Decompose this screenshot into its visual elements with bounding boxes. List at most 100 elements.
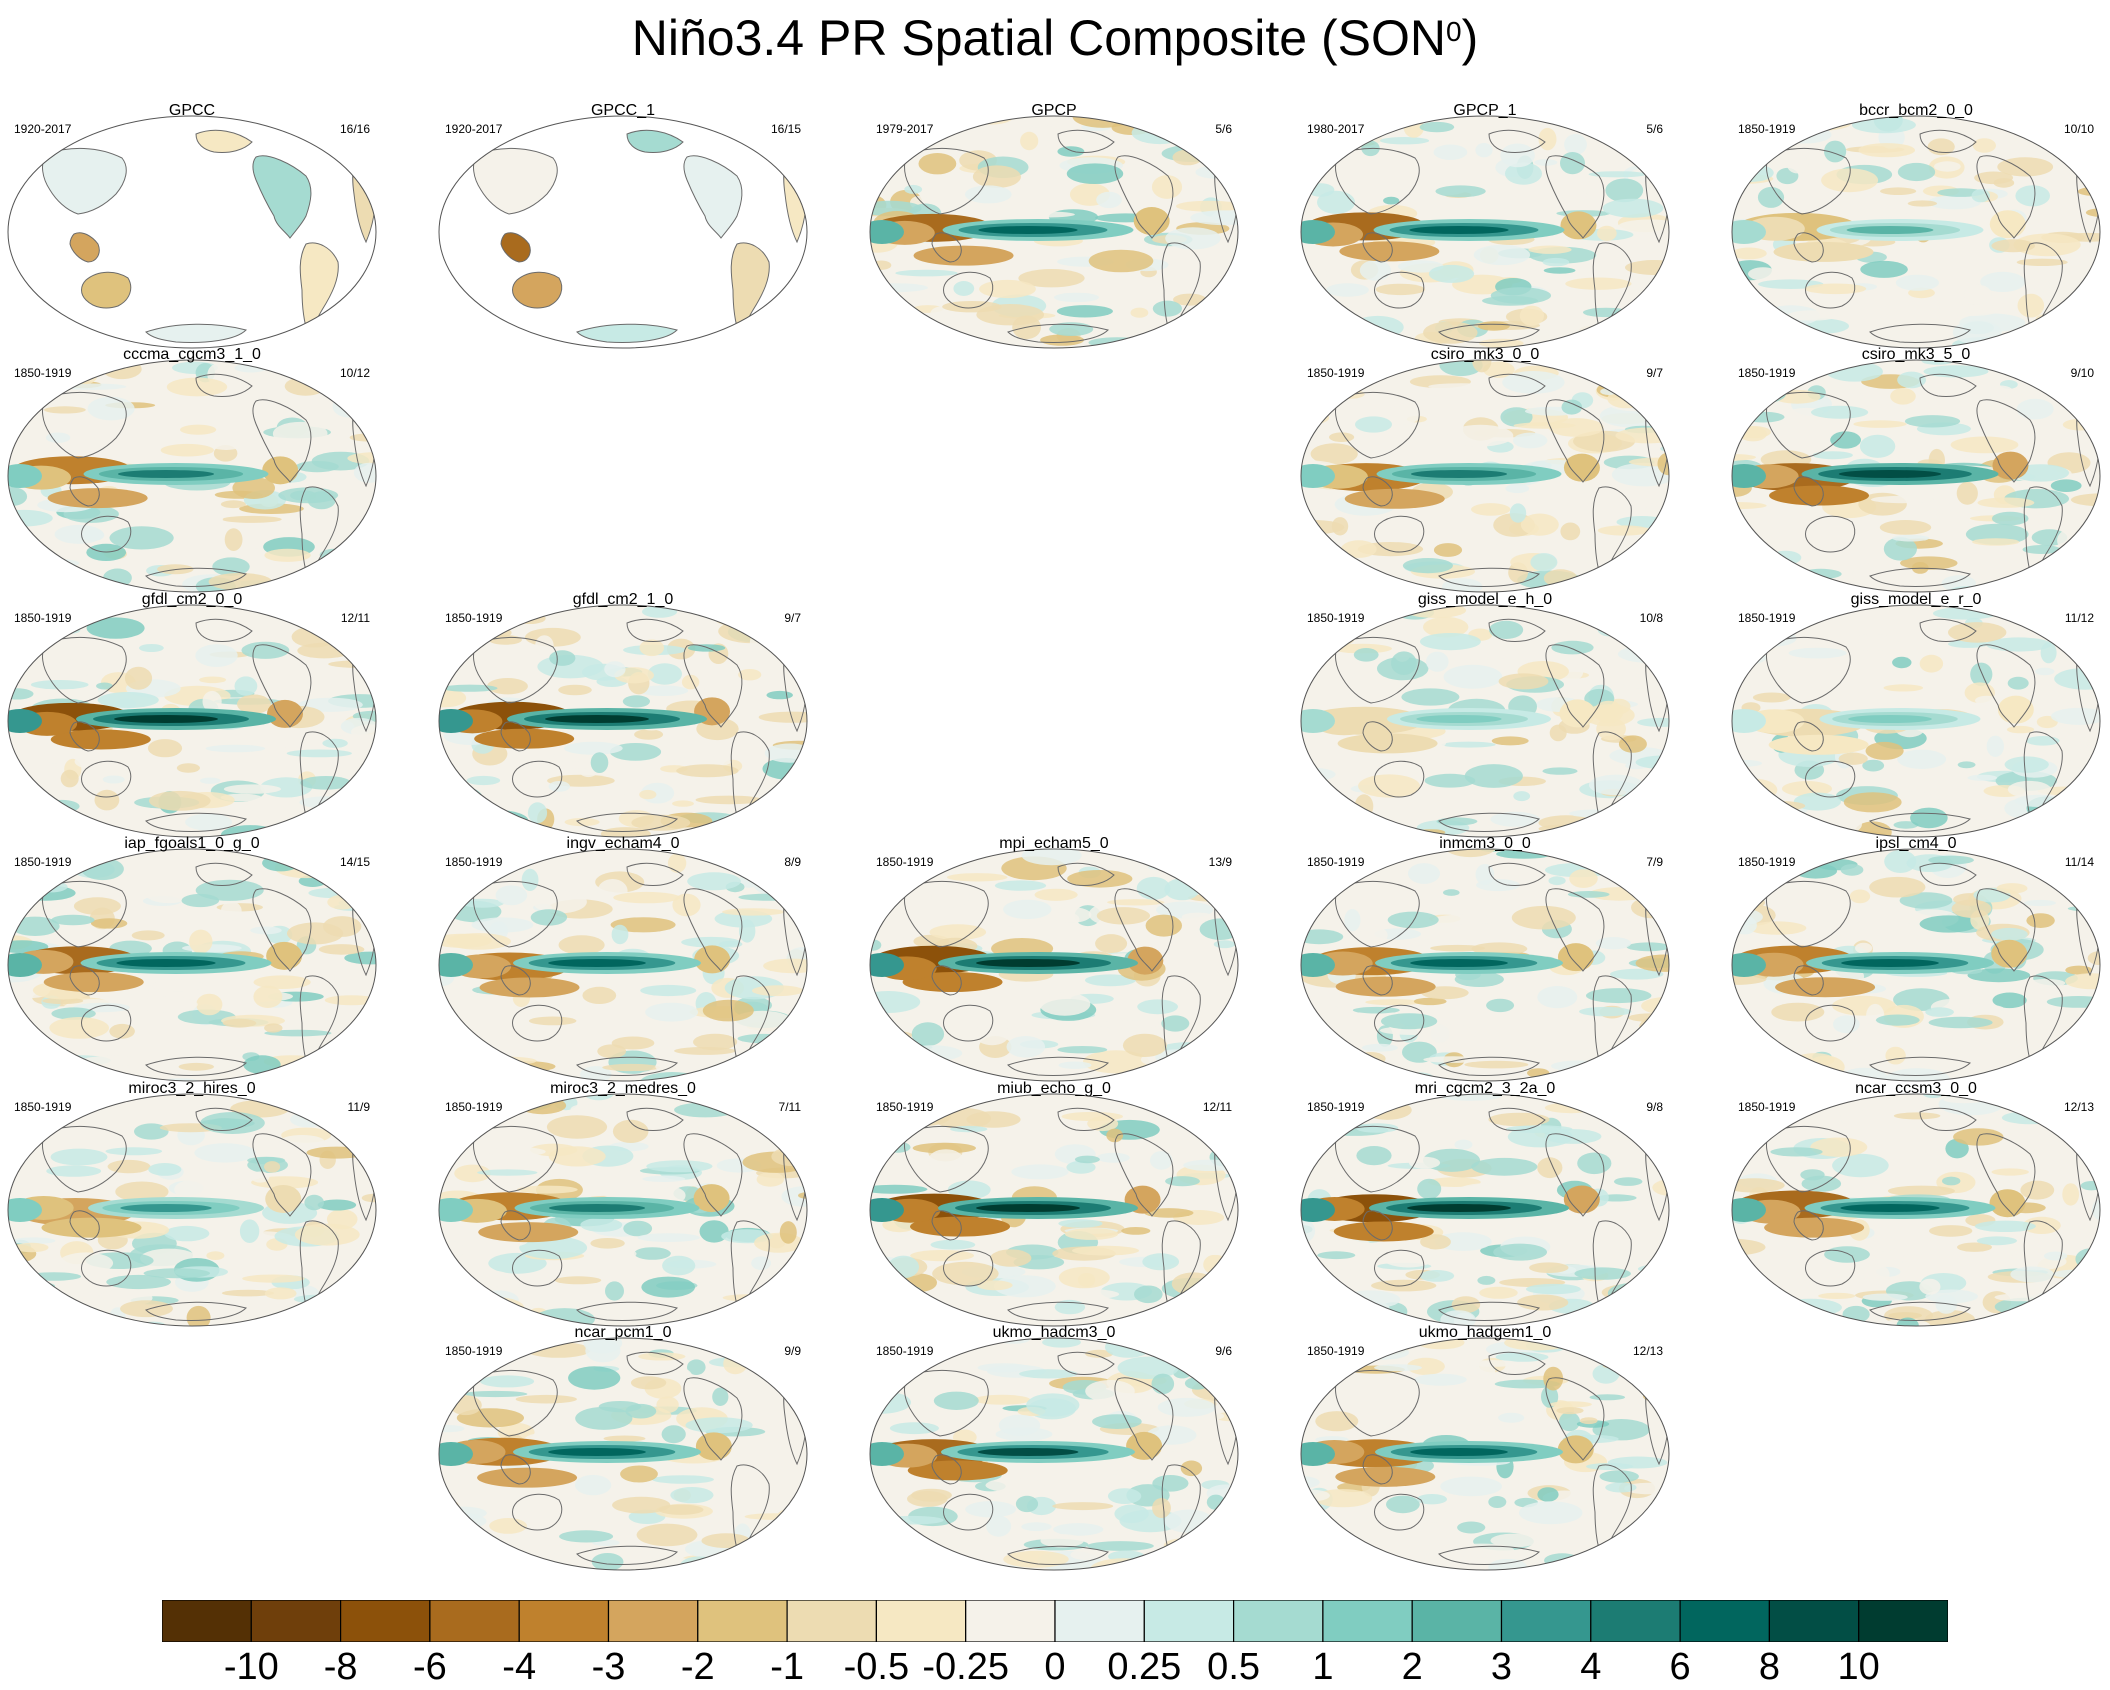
anomaly-blob: [1950, 436, 2019, 454]
coastline: [1438, 1301, 1540, 1321]
anomaly-blob: [1607, 1456, 1668, 1469]
anomaly-blob: [194, 1143, 256, 1163]
wet-anomaly: [1301, 1198, 1335, 1222]
coastline: [1793, 476, 1824, 507]
coastline: [943, 271, 994, 309]
anomaly-blob: [2022, 616, 2062, 631]
anomaly-blob: [1490, 1533, 1538, 1548]
anomaly-blob: [1152, 1498, 1171, 1518]
panel-period: 1850-1919: [876, 1344, 934, 1358]
anomaly-blob: [299, 796, 357, 809]
coastline: [626, 618, 684, 642]
anomaly-blob: [603, 1435, 646, 1442]
coastline: [473, 147, 558, 215]
anomaly-blob: [2015, 185, 2050, 207]
anomaly-blob: [575, 1406, 633, 1430]
wet-anomaly: [1732, 220, 1766, 244]
anomaly-blob: [2074, 1302, 2091, 1322]
wet-anomaly: [1301, 1442, 1335, 1466]
anomaly-blob: [178, 1062, 214, 1071]
anomaly-blob: [1749, 882, 1771, 895]
wet-anomaly: [439, 709, 473, 733]
anomaly-blob: [8, 781, 29, 804]
map-border: [869, 848, 1239, 1082]
wet-anomaly: [1840, 1204, 1940, 1212]
coastline: [1362, 965, 1393, 996]
anomaly-blob: [1051, 907, 1092, 923]
map-border: [7, 604, 377, 838]
anomaly-blob: [180, 424, 217, 435]
anomaly-blob: [737, 1033, 791, 1044]
anomaly-blob: [1500, 407, 1533, 427]
anomaly-blob: [1096, 191, 1122, 209]
map-plot: [438, 604, 808, 838]
map-border: [7, 115, 377, 349]
map-panel: ukmo_hadgem1_0 1850-1919 12/13: [1299, 1324, 1671, 1571]
anomaly-blob: [1443, 849, 1498, 858]
anomaly-blob: [1402, 1511, 1450, 1523]
anomaly-blob: [1322, 329, 1340, 347]
dry-anomaly: [262, 456, 299, 485]
anomaly-blob: [902, 1045, 963, 1062]
colorbar-box-13: [1322, 1600, 1413, 1642]
anomaly-blob: [8, 1312, 28, 1320]
anomaly-blob: [1875, 1014, 1920, 1026]
coastline: [145, 567, 247, 587]
colorbar-label: -3: [591, 1646, 626, 1688]
coastline: [904, 880, 989, 948]
anomaly-blob: [1088, 337, 1146, 348]
anomaly-blob: [344, 951, 376, 965]
anomaly-blob: [1471, 1157, 1538, 1176]
map-border: [1300, 1093, 1670, 1327]
anomaly-blob: [1869, 197, 1911, 218]
dry-anomaly: [907, 1460, 1008, 1481]
anomaly-blob: [1840, 1106, 1866, 1127]
anomaly-blob: [294, 1223, 360, 1246]
anomaly-blob: [2037, 1052, 2055, 1070]
anomaly-blob: [1884, 850, 1917, 873]
anomaly-blob: [332, 394, 366, 418]
wet-anomaly: [439, 1198, 473, 1222]
wet-anomaly: [545, 715, 649, 723]
anomaly-blob: [751, 1256, 771, 1270]
anomaly-blob: [1301, 1293, 1365, 1316]
coastline: [1438, 1545, 1540, 1565]
coastline: [81, 1004, 132, 1042]
anomaly-blob: [1428, 1177, 1481, 1187]
dry-anomaly: [50, 729, 151, 750]
anomaly-blob: [323, 916, 362, 937]
anomaly-blob: [634, 1247, 671, 1260]
panel-count: 11/12: [2064, 611, 2094, 625]
coastline: [1545, 888, 1605, 972]
anomaly-blob: [526, 1560, 556, 1569]
anomaly-blob: [1177, 330, 1216, 343]
anomaly-blob: [1863, 1264, 1890, 1285]
anomaly-blob: [86, 617, 145, 639]
wet-anomaly: [977, 1448, 1079, 1456]
anomaly-blob: [623, 1220, 653, 1237]
anomaly-blob: [870, 1045, 883, 1054]
anomaly-blob: [297, 642, 352, 659]
anomaly-blob: [739, 919, 756, 943]
map-panel: csiro_mk3_5_0 1850-1919 9/10: [1730, 346, 2102, 593]
anomaly-blob: [30, 680, 89, 690]
dry-anomaly: [1337, 733, 1438, 754]
anomaly-blob: [1614, 1177, 1643, 1186]
anomaly-blob: [107, 1159, 151, 1174]
wet-anomaly: [976, 959, 1080, 967]
colorbar-label: -1: [770, 1646, 804, 1688]
anomaly-blob: [1003, 1550, 1069, 1568]
anomaly-blob: [174, 1178, 225, 1201]
anomaly-blob: [1618, 735, 1647, 753]
anomaly-blob: [986, 1515, 1012, 1537]
anomaly-blob: [779, 1221, 797, 1244]
anomaly-blob: [1605, 1482, 1637, 1493]
anomaly-blob: [734, 1388, 767, 1412]
anomaly-blob: [206, 1251, 225, 1260]
land-anomaly: [70, 232, 100, 262]
anomaly-blob: [315, 816, 342, 836]
colorbar-box-11: [1143, 1600, 1235, 1642]
anomaly-blob: [1391, 651, 1417, 675]
anomaly-blob: [1426, 651, 1449, 672]
anomaly-blob: [1386, 1495, 1420, 1514]
